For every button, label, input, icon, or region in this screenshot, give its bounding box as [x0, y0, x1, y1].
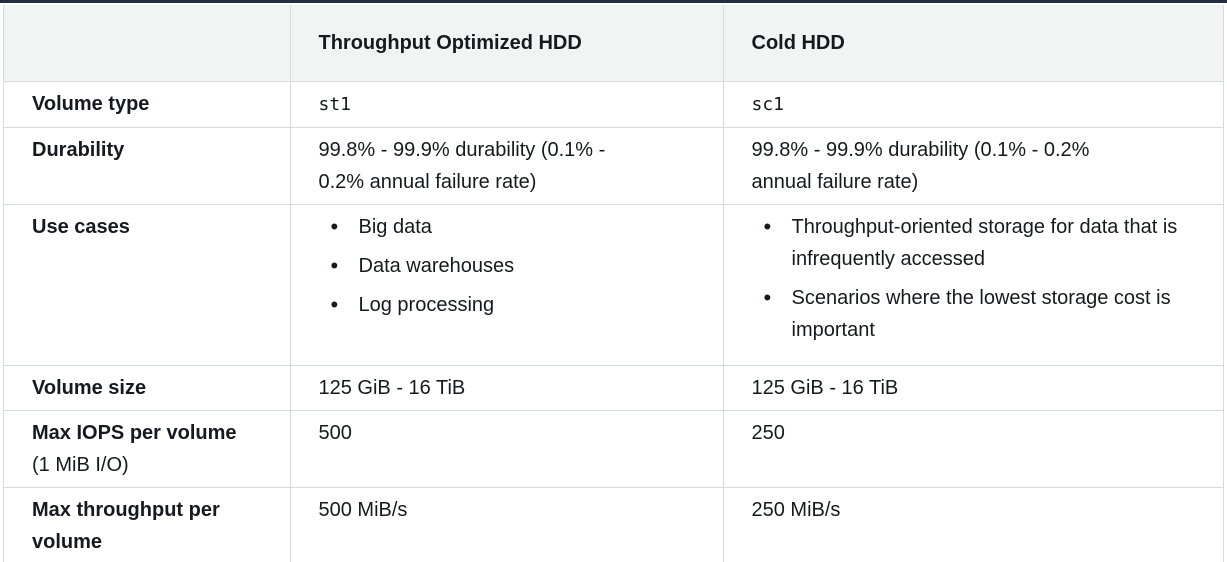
volume-type-code: sc1: [751, 94, 785, 115]
cell-max-throughput-throughput-optimized: 500 MiB/s: [289, 487, 723, 562]
table-row: Volume size 125 GiB - 16 TiB 125 GiB - 1…: [4, 365, 1223, 411]
table-row: Durability 99.8% - 99.9% durability (0.1…: [4, 127, 1223, 205]
list-item: Throughput-oriented storage for data tha…: [764, 211, 1212, 275]
max-iops-label: Max IOPS per volume: [32, 422, 237, 444]
table-row: Max IOPS per volume (1 MiB I/O) 500 250: [4, 410, 1223, 488]
table-row: Use cases Big data Data warehouses Log p…: [4, 204, 1223, 366]
list-item: Log processing: [331, 289, 711, 321]
table-row: Max throughput per volume 500 MiB/s 250 …: [4, 487, 1223, 562]
use-cases-list: Big data Data warehouses Log processing: [319, 211, 711, 321]
header-throughput-optimized-hdd: Throughput Optimized HDD: [289, 5, 723, 82]
durability-text-line: annual failure rate): [751, 171, 919, 193]
header-cold-hdd: Cold HDD: [722, 5, 1223, 82]
volume-type-code: st1: [318, 94, 352, 115]
cell-volume-size-cold: 125 GiB - 16 TiB: [722, 365, 1223, 411]
cell-st1: st1: [289, 81, 723, 128]
list-item: Data warehouses: [331, 250, 711, 282]
header-empty-cell: [4, 5, 290, 82]
list-item: Scenarios where the lowest storage cost …: [764, 282, 1212, 346]
cell-use-cases-cold: Throughput-oriented storage for data tha…: [722, 204, 1223, 366]
table-row: Volume type st1 sc1: [4, 81, 1223, 128]
row-label-volume-type: Volume type: [4, 81, 290, 128]
cell-volume-size-throughput-optimized: 125 GiB - 16 TiB: [289, 365, 723, 411]
top-rule: [0, 0, 1227, 3]
row-label-durability: Durability: [4, 127, 290, 205]
cell-max-iops-cold: 250: [722, 410, 1223, 488]
row-label-max-iops: Max IOPS per volume (1 MiB I/O): [4, 410, 290, 488]
row-label-max-throughput: Max throughput per volume: [4, 487, 290, 562]
max-iops-sublabel: (1 MiB I/O): [32, 454, 129, 476]
cell-use-cases-throughput-optimized: Big data Data warehouses Log processing: [289, 204, 723, 366]
cell-sc1: sc1: [722, 81, 1223, 128]
cell-max-iops-throughput-optimized: 500: [289, 410, 723, 488]
cell-durability-cold: 99.8% - 99.9% durability (0.1% - 0.2% an…: [722, 127, 1223, 205]
use-cases-list: Throughput-oriented storage for data tha…: [752, 211, 1212, 346]
durability-text-line: 0.2% annual failure rate): [318, 171, 537, 193]
list-item: Big data: [331, 211, 711, 243]
row-label-volume-size: Volume size: [4, 365, 290, 411]
hdd-comparison-table: Throughput Optimized HDD Cold HDD Volume…: [3, 5, 1224, 562]
durability-text-line: 99.8% - 99.9% durability (0.1% -: [318, 139, 606, 161]
row-label-use-cases: Use cases: [4, 204, 290, 366]
table-header-row: Throughput Optimized HDD Cold HDD: [4, 5, 1223, 82]
cell-durability-throughput-optimized: 99.8% - 99.9% durability (0.1% - 0.2% an…: [289, 127, 723, 205]
durability-text-line: 99.8% - 99.9% durability (0.1% - 0.2%: [751, 139, 1090, 161]
cell-max-throughput-cold: 250 MiB/s: [722, 487, 1223, 562]
